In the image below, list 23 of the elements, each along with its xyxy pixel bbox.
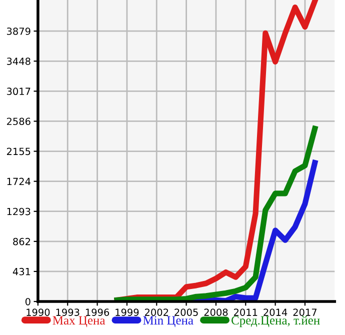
y-tick-label: 2586	[6, 118, 30, 126]
legend-label: Min Цена	[143, 316, 194, 328]
y-tick-label: 862	[13, 238, 30, 246]
x-tick-label: 1999	[116, 308, 139, 316]
y-tick-label: 431	[12, 268, 30, 276]
y-tick-label: 1293	[7, 208, 30, 216]
y-tick-label: 0	[25, 298, 30, 306]
legend-label: Max Цена	[52, 316, 106, 328]
x-tick-label: 2014	[264, 308, 288, 316]
y-tick-label: 3017	[7, 88, 30, 96]
x-tick-label: 1990	[26, 308, 50, 316]
legend-label: Сред.Цена, т.йен	[232, 316, 320, 328]
x-tick-label: 2017	[293, 308, 317, 316]
x-tick-label: 2002	[144, 308, 168, 316]
y-tick-label: 1724	[7, 178, 30, 186]
y-tick-label: 3879	[7, 28, 30, 35]
x-tick-label: 1993	[56, 308, 80, 316]
y-tick-label: 2155	[6, 148, 30, 156]
x-tick-label: 2008	[204, 308, 228, 316]
y-tick-label: 3448	[7, 58, 30, 65]
x-tick-label: 2011	[234, 308, 258, 316]
x-tick-label: 2005	[174, 308, 198, 316]
x-tick-label: 1996	[86, 308, 110, 316]
